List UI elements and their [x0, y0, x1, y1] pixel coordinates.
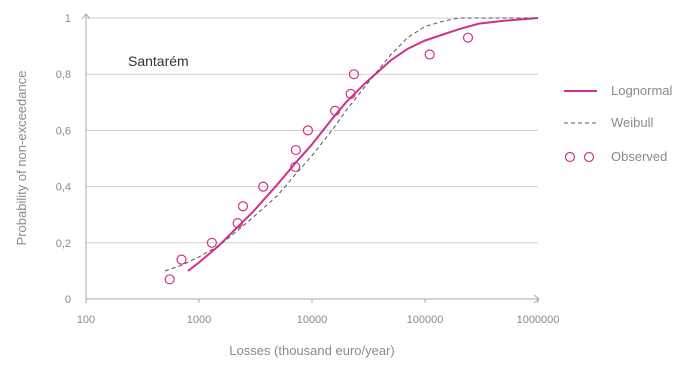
x-tick-label: 100 — [77, 314, 95, 326]
y-axis-ticks: 0 0,2 0,4 0,6 0,8 1 — [56, 13, 71, 306]
legend: Lognormal Weibull Observed — [564, 83, 673, 164]
x-tick-label: 1000000 — [517, 314, 560, 326]
legend-label-weibull: Weibull — [611, 115, 654, 130]
chart-annotation: Santarém — [128, 53, 189, 69]
y-tick-label: 0,8 — [56, 69, 71, 81]
x-tick-label: 10000 — [297, 314, 328, 326]
x-axis-label: Losses (thousand euro/year) — [229, 343, 394, 358]
x-axis-arrow — [533, 294, 540, 304]
y-tick-label: 1 — [65, 13, 71, 25]
observed-point — [206, 237, 217, 248]
observed-point — [424, 49, 435, 60]
x-tick-label: 1000 — [187, 314, 211, 326]
y-axis-label: Probability of non-exceedance — [14, 71, 29, 246]
legend-swatch-observed-2 — [583, 151, 595, 163]
observed-point — [302, 125, 314, 136]
observed-point — [164, 274, 175, 285]
x-axis-ticks: 100 1000 10000 100000 1000000 — [77, 299, 560, 326]
legend-swatch-observed-1 — [564, 151, 576, 163]
y-tick-label: 0 — [65, 294, 71, 306]
observed-point — [232, 218, 243, 229]
y-tick-label: 0,2 — [56, 238, 71, 250]
lognormal-curve — [187, 17, 539, 272]
observed-point — [462, 32, 474, 43]
observed-point — [290, 161, 301, 173]
plot-series — [164, 17, 539, 285]
observed-point — [176, 254, 187, 265]
x-tick-label: 100000 — [407, 314, 444, 326]
legend-label-lognormal: Lognormal — [611, 83, 673, 98]
y-axis-arrow — [81, 13, 91, 20]
y-tick-label: 0,6 — [56, 125, 71, 137]
observed-point — [258, 181, 269, 192]
weibull-curve — [164, 17, 538, 272]
legend-label-observed: Observed — [611, 149, 667, 164]
observed-point — [237, 201, 249, 212]
observed-point — [348, 69, 360, 80]
observed-point — [290, 144, 301, 156]
y-tick-label: 0,4 — [56, 182, 71, 194]
observed-point — [345, 88, 356, 99]
observed-point — [329, 105, 341, 116]
